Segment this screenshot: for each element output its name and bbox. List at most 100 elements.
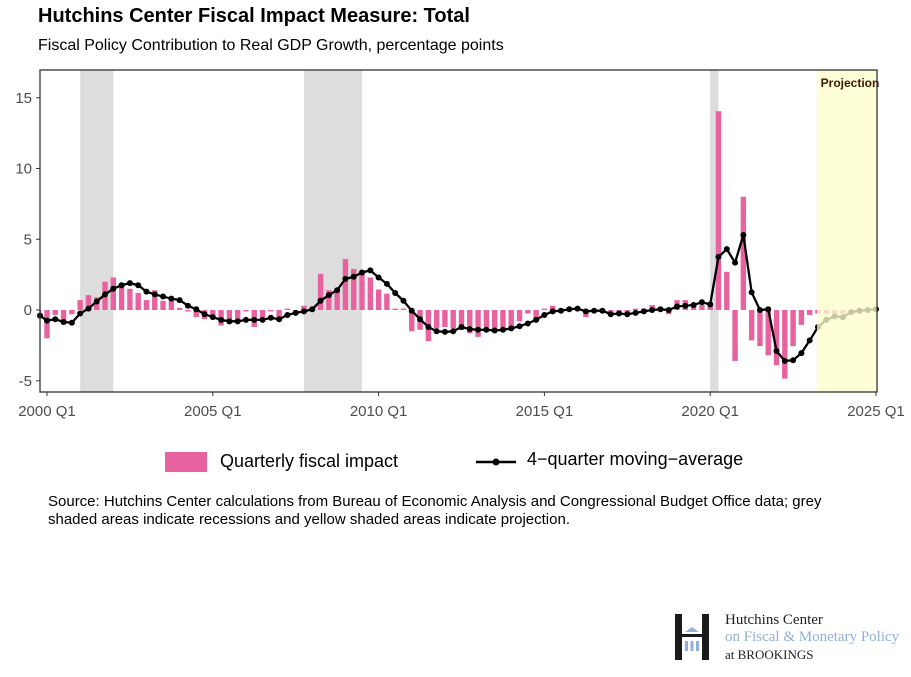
moving-average-point [566, 306, 573, 313]
y-tick-label: 0 [24, 302, 32, 319]
moving-average-point [591, 307, 598, 314]
bar-quarterly-impact [367, 277, 374, 310]
moving-average-point [60, 319, 67, 326]
bar-quarterly-impact [806, 310, 813, 315]
bar-quarterly-impact [757, 310, 763, 347]
bar-quarterly-impact [44, 310, 50, 339]
bar-quarterly-impact [301, 305, 307, 310]
logo-line-2: on Fiscal & Monetary Policy [725, 629, 900, 645]
moving-average-point [491, 327, 498, 334]
moving-average-point [698, 299, 705, 306]
moving-average-point [607, 311, 614, 318]
bar-quarterly-impact [243, 310, 249, 312]
bar-quarterly-impact [732, 310, 738, 361]
bar-quarterly-impact [69, 310, 75, 315]
bar-quarterly-impact [392, 308, 398, 310]
moving-average-point [400, 297, 407, 304]
bar-quarterly-impact [342, 259, 349, 310]
x-tick-label: 2015 Q1 [516, 403, 574, 420]
moving-average-point [806, 337, 813, 344]
moving-average-point [433, 328, 440, 335]
moving-average-point [317, 297, 324, 304]
moving-average-point [649, 307, 656, 313]
bar-quarterly-impact [525, 310, 531, 314]
moving-average-point [499, 326, 506, 333]
bar-quarterly-impact [491, 310, 498, 332]
recession-shade [710, 70, 719, 392]
bar-quarterly-impact [317, 273, 324, 310]
bar-quarterly-impact [790, 310, 796, 347]
moving-average-point [160, 293, 167, 300]
moving-average-point [276, 316, 283, 323]
moving-average-point [574, 305, 581, 312]
moving-average-point [665, 307, 672, 313]
bar-quarterly-impact [85, 295, 92, 310]
moving-average-point [425, 323, 432, 330]
bar-quarterly-impact [715, 111, 722, 310]
moving-average-point [483, 326, 490, 333]
x-tick-label: 2025 Q1 [847, 403, 905, 420]
moving-average-point [417, 316, 424, 323]
moving-average-point [524, 320, 531, 327]
bar-quarterly-impact [740, 196, 747, 310]
moving-average-point [168, 295, 175, 302]
bar-quarterly-impact [143, 300, 150, 310]
moving-average-point [77, 310, 84, 317]
moving-average-point [690, 302, 697, 309]
moving-average-point [334, 287, 341, 294]
bar-quarterly-impact [475, 310, 481, 337]
moving-average-point [740, 232, 747, 239]
moving-average-point [209, 314, 216, 321]
moving-average-point [466, 326, 473, 333]
moving-average-point [450, 328, 457, 335]
legend-bar-swatch [165, 452, 207, 472]
bar-quarterly-impact [549, 305, 556, 310]
moving-average-point [151, 291, 158, 298]
bar-quarterly-impact [276, 310, 282, 318]
hutchins-brookings-logo: Hutchins Center on Fiscal & Monetary Pol… [673, 612, 911, 662]
chart-subtitle: Fiscal Policy Contribution to Real GDP G… [38, 37, 504, 54]
moving-average-point [383, 280, 390, 287]
recession-shade [80, 70, 114, 392]
y-tick-label: 5 [24, 231, 32, 248]
moving-average-point [715, 253, 722, 260]
bar-quarterly-impact [798, 310, 805, 325]
y-tick-label: 10 [15, 161, 32, 178]
moving-average-point [392, 290, 399, 297]
moving-average-point [375, 274, 382, 281]
moving-average-point [632, 309, 639, 316]
bar-quarterly-impact [409, 310, 415, 332]
moving-average-point [176, 297, 183, 304]
x-tick-label: 2005 Q1 [184, 403, 242, 420]
moving-average-point [508, 325, 515, 332]
moving-average-point [790, 357, 797, 364]
moving-average-point [458, 323, 465, 330]
moving-average-point [201, 311, 208, 318]
bar-quarterly-impact [284, 308, 291, 310]
x-tick-label: 2000 Q1 [18, 403, 76, 420]
bar-quarterly-impact [516, 310, 523, 322]
moving-average-point [541, 311, 548, 318]
bar-quarterly-impact [533, 310, 539, 319]
moving-average-point [342, 275, 349, 282]
bar-quarterly-impact [334, 291, 340, 310]
bar-quarterly-impact [210, 310, 216, 318]
x-tick-label: 2010 Q1 [350, 403, 408, 420]
logo-line-3: at BROOKINGS [725, 647, 814, 662]
bar-quarterly-impact [234, 310, 241, 322]
logo-line-1: Hutchins Center [725, 612, 823, 628]
moving-average-point [359, 269, 366, 276]
moving-average-point [350, 273, 357, 280]
source-note: Source: Hutchins Center calculations fro… [48, 493, 822, 528]
bar-quarterly-impact [176, 307, 183, 310]
legend: Quarterly fiscal impact 4−quarter moving… [0, 448, 911, 476]
moving-average-point [533, 316, 540, 323]
moving-average-point [723, 246, 730, 253]
moving-average-point [226, 318, 233, 325]
moving-average-point [756, 307, 763, 313]
moving-average-point [616, 310, 623, 317]
moving-average-point [126, 280, 133, 287]
bar-quarterly-impact [773, 310, 780, 366]
moving-average-point [557, 307, 564, 314]
moving-average-point [284, 311, 291, 318]
